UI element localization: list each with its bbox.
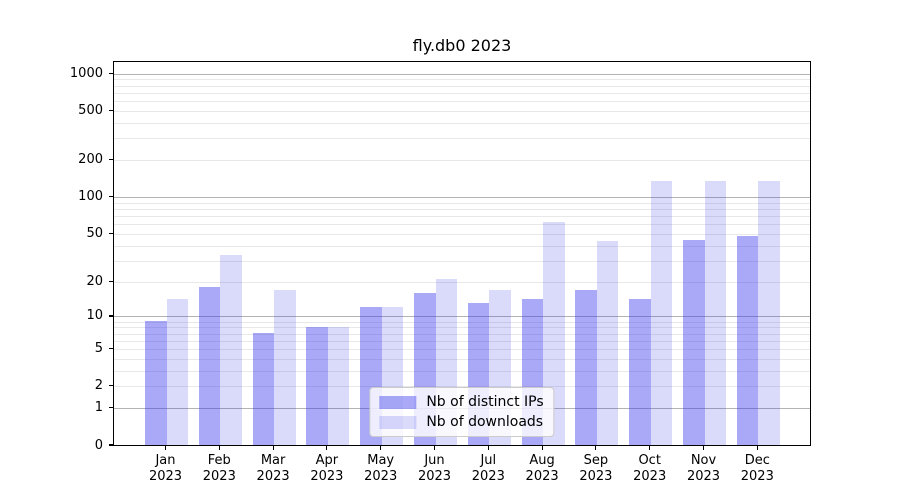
gridline-minor [114, 101, 810, 103]
gridline-minor [114, 216, 810, 218]
y-axis-tick [109, 385, 113, 387]
bar-distinct-ips-nov [683, 240, 705, 445]
x-tick-label: Jun 2023 [417, 453, 452, 484]
y-axis-tick [109, 159, 113, 161]
y-tick-label: 0 [94, 437, 103, 453]
gridline-minor [114, 224, 810, 226]
gridline-minor [114, 111, 810, 113]
y-tick-label: 500 [78, 103, 103, 119]
gridline-minor [114, 233, 810, 235]
legend-row-distinct-ips: Nb of distinct IPs [379, 394, 544, 410]
x-axis-tick [218, 446, 220, 450]
bar-distinct-ips-apr [306, 326, 328, 445]
x-axis-tick [756, 446, 758, 450]
bar-distinct-ips-jan [145, 321, 167, 445]
x-tick-label: May 2023 [364, 453, 398, 484]
y-axis-tick [109, 444, 113, 446]
x-axis-tick [487, 446, 489, 450]
y-tick-label: 200 [78, 152, 103, 168]
gridline-minor [114, 245, 810, 247]
gridline-minor [114, 370, 810, 372]
gridline-major [114, 73, 810, 75]
x-tick-label: Jan 2023 [148, 453, 183, 484]
x-axis-tick [164, 446, 167, 450]
gridline-minor [114, 260, 810, 262]
bar-distinct-ips-dec [736, 235, 759, 445]
legend-swatch-distinct-ips [379, 395, 417, 409]
legend-swatch-downloads [379, 415, 417, 429]
x-tick-label: Sep 2023 [579, 453, 613, 484]
y-tick-label: 1 [94, 400, 103, 416]
gridline-minor [114, 85, 810, 87]
x-tick-label: Apr 2023 [310, 453, 344, 484]
legend-label-distinct-ips: Nb of distinct IPs [426, 394, 544, 410]
x-tick-label: Feb 2023 [202, 453, 236, 484]
gridline-major [114, 316, 810, 318]
y-axis-tick [109, 196, 113, 198]
y-tick-label: 100 [78, 189, 103, 205]
x-tick-label: Nov 2023 [686, 453, 721, 484]
y-tick-label: 20 [86, 273, 103, 289]
gridline-minor [114, 349, 810, 351]
x-axis-tick [433, 446, 436, 450]
bar-distinct-ips-sep [575, 289, 597, 445]
x-axis-tick [380, 446, 382, 450]
gridline-minor [114, 202, 810, 204]
y-axis-tick [109, 109, 113, 112]
legend-row-downloads: Nb of downloads [379, 414, 543, 430]
x-axis-tick [326, 446, 328, 450]
y-tick-label: 10 [86, 308, 103, 324]
gridline-minor [114, 138, 810, 140]
bar-downloads-feb [220, 255, 242, 445]
y-axis-tick [109, 315, 113, 317]
x-axis-tick [702, 446, 705, 450]
x-axis-tick [595, 446, 597, 450]
chart-title: fly.db0 2023 [412, 36, 512, 55]
y-tick-label: 1000 [69, 65, 103, 81]
x-axis-tick [649, 446, 651, 450]
gridline-minor [114, 321, 810, 323]
gridline-minor [114, 209, 810, 211]
y-tick-label: 5 [94, 341, 103, 357]
y-axis-tick [109, 407, 113, 409]
gridline-minor [114, 281, 810, 283]
y-axis-tick [109, 72, 113, 74]
gridline-minor [114, 123, 810, 125]
y-axis-tick [109, 280, 113, 282]
bar-distinct-ips-oct [629, 299, 651, 445]
legend: Nb of distinct IPs Nb of downloads [369, 387, 555, 437]
bar-downloads-sep [596, 241, 619, 445]
gridline-minor [114, 340, 810, 342]
legend-label-downloads: Nb of downloads [426, 414, 544, 430]
y-tick-label: 50 [86, 225, 103, 241]
gridline-minor [114, 358, 810, 360]
bar-distinct-ips-feb [198, 286, 221, 445]
x-tick-label: Aug 2023 [525, 453, 559, 484]
y-axis-tick [109, 232, 113, 235]
x-axis-tick [541, 446, 543, 450]
bar-downloads-oct [650, 180, 673, 445]
gridline-minor [114, 92, 810, 94]
bar-downloads-nov [704, 180, 726, 445]
bar-downloads-mar [274, 289, 296, 445]
gridline-major [114, 197, 810, 199]
x-tick-label: Dec 2023 [740, 453, 774, 484]
y-tick-label: 2 [94, 378, 103, 394]
gridline-minor [114, 386, 810, 388]
gridline-minor [114, 327, 810, 329]
bar-downloads-apr [327, 326, 350, 445]
gridline-minor [114, 333, 810, 335]
x-tick-label: Mar 2023 [256, 453, 290, 484]
x-axis-tick [272, 446, 274, 450]
gridline-minor [114, 79, 810, 81]
gridline-minor [114, 160, 810, 162]
x-tick-label: Jul 2023 [471, 453, 505, 484]
bar-downloads-jan [166, 299, 188, 445]
y-axis-tick [109, 348, 113, 350]
x-tick-label: Oct 2023 [633, 453, 667, 484]
bar-downloads-dec [758, 180, 780, 445]
bar-distinct-ips-mar [252, 333, 275, 445]
